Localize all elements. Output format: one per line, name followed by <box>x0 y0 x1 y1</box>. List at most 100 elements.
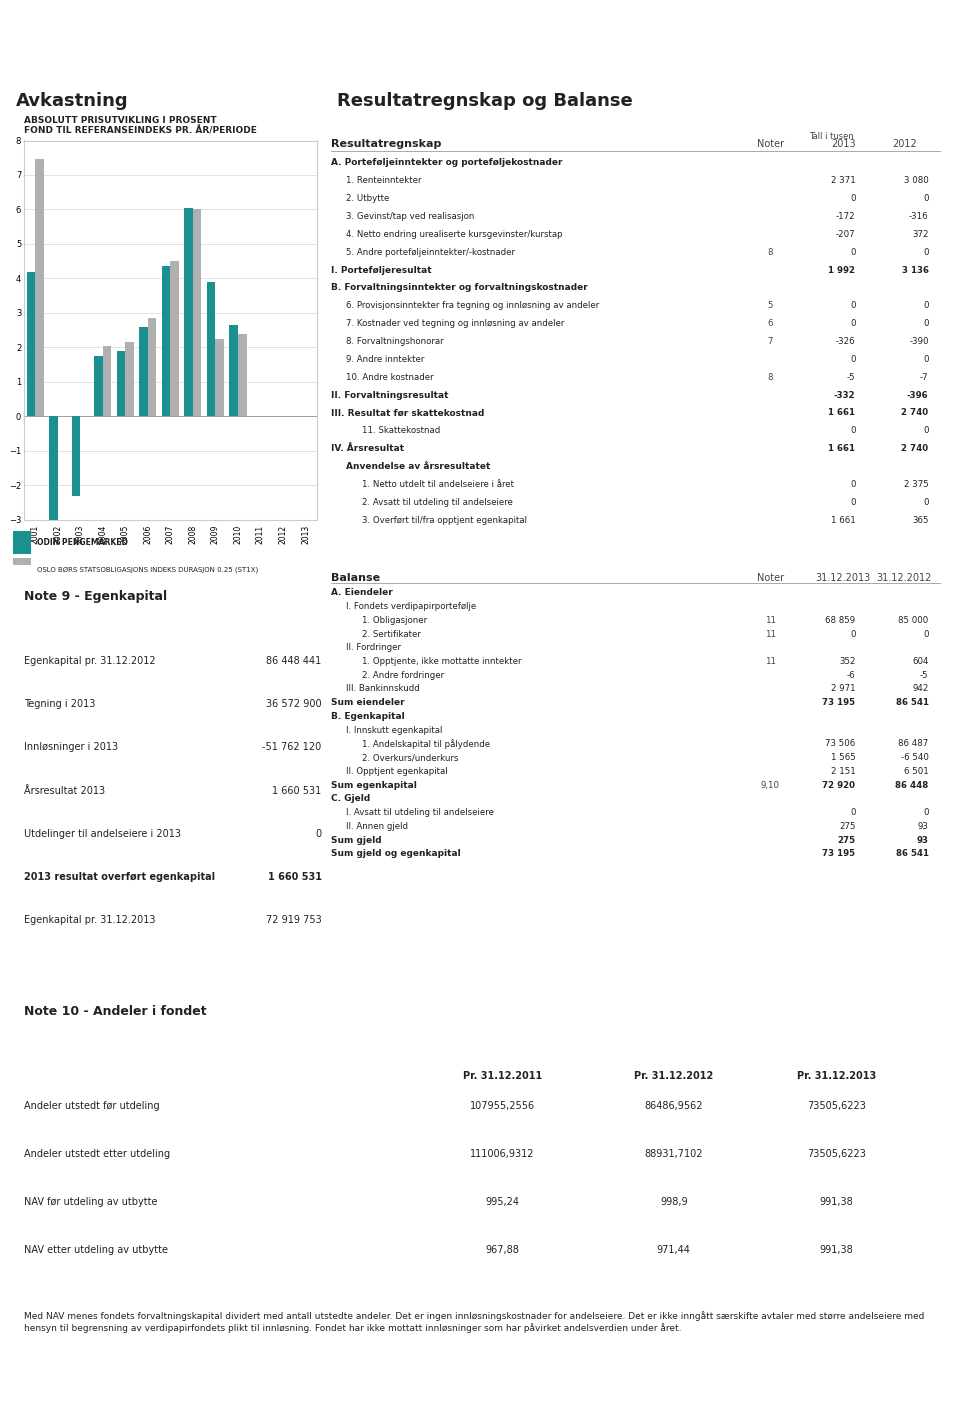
Text: B. Egenkapital: B. Egenkapital <box>331 712 405 721</box>
Text: 1 661: 1 661 <box>828 444 855 454</box>
Text: Pr. 31.12.2011: Pr. 31.12.2011 <box>463 1071 541 1082</box>
Text: -207: -207 <box>836 230 855 239</box>
Text: 995,24: 995,24 <box>485 1197 519 1207</box>
Text: 2 371: 2 371 <box>830 176 855 185</box>
Text: Andeler utstedt etter utdeling: Andeler utstedt etter utdeling <box>24 1149 170 1159</box>
Text: 86486,9562: 86486,9562 <box>644 1102 703 1111</box>
Text: III. Resultat før skattekostnad: III. Resultat før skattekostnad <box>331 409 485 417</box>
Text: 72 919 753: 72 919 753 <box>266 916 322 926</box>
Bar <box>148 318 156 416</box>
Text: 365: 365 <box>912 516 928 524</box>
Text: -51 762 120: -51 762 120 <box>262 742 322 752</box>
Text: 0: 0 <box>924 319 928 329</box>
Text: 73 195: 73 195 <box>823 698 855 707</box>
Text: 86 448: 86 448 <box>896 781 928 790</box>
Text: C. Gjeld: C. Gjeld <box>331 794 371 804</box>
Text: 73 506: 73 506 <box>826 739 855 749</box>
Bar <box>103 346 111 416</box>
Text: ABSOLUTT PRISUTVIKLING I PROSENT
FOND TIL REFERANSEINDEKS PR. ÅR/PERIODE: ABSOLUTT PRISUTVIKLING I PROSENT FOND TI… <box>24 115 257 135</box>
Bar <box>27 271 36 416</box>
Text: 2. Avsatt til utdeling til andelseiere: 2. Avsatt til utdeling til andelseiere <box>362 497 513 507</box>
Text: 73 195: 73 195 <box>823 850 855 858</box>
Text: Innløsninger i 2013: Innløsninger i 2013 <box>24 742 118 752</box>
Text: 275: 275 <box>839 822 855 830</box>
Text: ÅRSRAPPORT 2013: ÅRSRAPPORT 2013 <box>19 1367 138 1380</box>
Text: 6: 6 <box>767 319 773 329</box>
Text: -172: -172 <box>836 212 855 221</box>
Text: 0: 0 <box>924 426 928 436</box>
Text: 2. Sertifikater: 2. Sertifikater <box>362 629 420 638</box>
Text: | 19 |: | 19 | <box>908 1367 941 1380</box>
Text: 7. Kostnader ved tegning og innløsning av andeler: 7. Kostnader ved tegning og innløsning a… <box>347 319 564 329</box>
Text: 0: 0 <box>850 481 855 489</box>
Text: Utdelinger til andelseiere i 2013: Utdelinger til andelseiere i 2013 <box>24 829 181 839</box>
Text: 0: 0 <box>924 301 928 311</box>
Text: Tegning i 2013: Tegning i 2013 <box>24 698 95 710</box>
Text: 0: 0 <box>850 497 855 507</box>
Text: Egenkapital pr. 31.12.2013: Egenkapital pr. 31.12.2013 <box>24 916 156 926</box>
Text: 2 375: 2 375 <box>904 481 928 489</box>
Text: 11. Skattekostnad: 11. Skattekostnad <box>362 426 440 436</box>
Text: 8: 8 <box>767 372 773 382</box>
Text: -326: -326 <box>836 337 855 346</box>
Text: ODIN PENGEMARKED: ODIN PENGEMARKED <box>37 538 128 547</box>
Text: Note 9 - Egenkapital: Note 9 - Egenkapital <box>24 590 167 603</box>
Text: 5. Andre porteføljeinntekter/-kostnader: 5. Andre porteføljeinntekter/-kostnader <box>347 247 516 257</box>
Text: Pr. 31.12.2012: Pr. 31.12.2012 <box>635 1071 713 1082</box>
Text: 1. Netto utdelt til andelseiere i året: 1. Netto utdelt til andelseiere i året <box>362 481 514 489</box>
Text: 2013: 2013 <box>831 139 855 149</box>
Text: 88931,7102: 88931,7102 <box>644 1149 703 1159</box>
Text: B. Forvaltningsinntekter og forvaltningskostnader: B. Forvaltningsinntekter og forvaltnings… <box>331 284 588 292</box>
Text: III. Bankinnskudd: III. Bankinnskudd <box>347 684 420 694</box>
Bar <box>238 333 247 416</box>
Bar <box>49 416 58 520</box>
Text: 0: 0 <box>924 247 928 257</box>
Text: 11: 11 <box>764 629 776 638</box>
Text: -390: -390 <box>909 337 928 346</box>
Bar <box>94 355 103 416</box>
Text: 1. Obligasjoner: 1. Obligasjoner <box>362 615 427 625</box>
Text: 0: 0 <box>924 355 928 364</box>
Text: 0: 0 <box>850 808 855 818</box>
Text: Resultatregnskap: Resultatregnskap <box>331 139 442 149</box>
Text: 0: 0 <box>850 629 855 638</box>
Text: 9. Andre inntekter: 9. Andre inntekter <box>347 355 425 364</box>
Text: 2. Overkurs/underkurs: 2. Overkurs/underkurs <box>362 753 458 762</box>
Text: 86 448 441: 86 448 441 <box>266 656 322 666</box>
Text: 1. Andelskapital til pålydende: 1. Andelskapital til pålydende <box>362 739 490 749</box>
Text: -7: -7 <box>920 372 928 382</box>
Text: 3 136: 3 136 <box>901 266 928 274</box>
Text: 73505,6223: 73505,6223 <box>806 1149 866 1159</box>
Bar <box>207 282 215 416</box>
Text: 2 740: 2 740 <box>901 444 928 454</box>
Bar <box>12 558 31 580</box>
Text: 73505,6223: 73505,6223 <box>806 1102 866 1111</box>
Text: Med NAV menes fondets forvaltningskapital dividert med antall utstedte andeler. : Med NAV menes fondets forvaltningskapita… <box>24 1312 924 1333</box>
Bar <box>139 327 148 416</box>
Text: 11: 11 <box>764 615 776 625</box>
Text: NAV før utdeling av utbytte: NAV før utdeling av utbytte <box>24 1197 157 1207</box>
Text: 10. Andre kostnader: 10. Andre kostnader <box>347 372 434 382</box>
Text: 1 992: 1 992 <box>828 266 855 274</box>
Text: Anvendelse av årsresultatet: Anvendelse av årsresultatet <box>347 462 491 471</box>
Text: 0: 0 <box>850 426 855 436</box>
Text: 967,88: 967,88 <box>486 1245 519 1255</box>
Text: 0: 0 <box>850 194 855 204</box>
Text: 111006,9312: 111006,9312 <box>470 1149 535 1159</box>
Text: Sum gjeld: Sum gjeld <box>331 836 382 844</box>
Text: 0: 0 <box>316 829 322 839</box>
Text: 372: 372 <box>912 230 928 239</box>
Text: 0: 0 <box>850 319 855 329</box>
Text: Noter: Noter <box>756 573 783 583</box>
Text: 93: 93 <box>918 822 928 830</box>
Bar <box>72 416 81 496</box>
Text: Balanse: Balanse <box>331 573 380 583</box>
Text: 8. Forvaltningshonorar: 8. Forvaltningshonorar <box>347 337 444 346</box>
Text: 5: 5 <box>767 301 773 311</box>
Text: 1 565: 1 565 <box>830 753 855 762</box>
Text: 1 661: 1 661 <box>830 516 855 524</box>
Text: 352: 352 <box>839 658 855 666</box>
Text: 4. Netto endring urealiserte kursgevinster/kurstap: 4. Netto endring urealiserte kursgevinst… <box>347 230 564 239</box>
Text: 2. Utbytte: 2. Utbytte <box>347 194 390 204</box>
Text: II. Forvaltningsresultat: II. Forvaltningsresultat <box>331 391 448 399</box>
